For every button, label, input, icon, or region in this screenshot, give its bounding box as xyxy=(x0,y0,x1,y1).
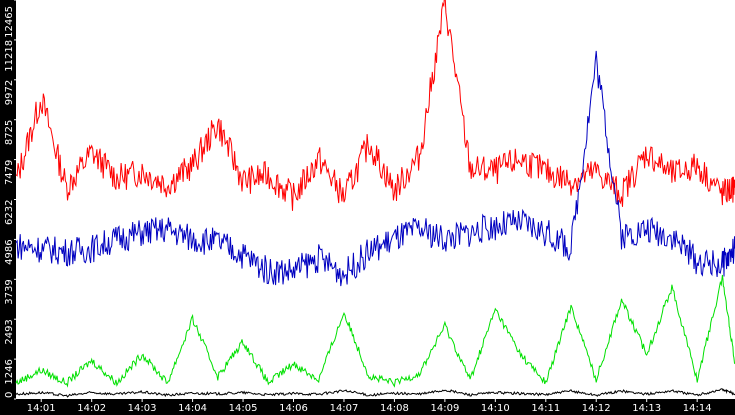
x-tick-label: 14:06 xyxy=(279,403,308,414)
y-tick-label: 3739 xyxy=(4,279,15,304)
y-tick-label: 8725 xyxy=(4,120,15,145)
x-tick-label: 14:14 xyxy=(683,403,712,414)
y-tick-label: 9972 xyxy=(4,80,15,105)
y-tick-label: 6232 xyxy=(4,200,15,225)
y-axis-ticks: 0 1246 2493 3739 4986 6232 7479 8725 9972 11218 12… xyxy=(4,0,16,400)
y-tick-label: 0 xyxy=(4,392,15,398)
series-line-2 xyxy=(15,50,735,287)
series-line-4 xyxy=(15,388,735,398)
y-axis-band xyxy=(0,0,16,415)
series-line-3 xyxy=(15,274,735,388)
x-tick-label: 14:11 xyxy=(531,403,560,414)
y-tick-label: 11218 xyxy=(4,40,15,72)
x-tick-label: 14:02 xyxy=(77,403,106,414)
y-tick-label: 1246 xyxy=(4,359,15,384)
x-tick-label: 14:08 xyxy=(380,403,409,414)
x-tick-label: 14:09 xyxy=(430,403,459,414)
x-tick-label: 14:13 xyxy=(632,403,661,414)
x-tick-label: 14:03 xyxy=(128,403,157,414)
x-tick-label: 14:01 xyxy=(27,403,56,414)
y-tick-label: 4986 xyxy=(4,239,15,264)
x-axis-ticks: 14:01 14:02 14:03 14:04 14:05 14:06 14:07 14:08… xyxy=(27,399,712,414)
y-tick-label: 12465 xyxy=(4,6,15,38)
x-tick-label: 14:05 xyxy=(229,403,258,414)
series-line-1 xyxy=(15,0,735,211)
y-tick-label: 2493 xyxy=(4,319,15,344)
x-tick-label: 14:04 xyxy=(178,403,207,414)
x-axis-band xyxy=(0,400,735,415)
series-layer xyxy=(15,0,735,398)
x-tick-label: 14:10 xyxy=(481,403,510,414)
x-tick-label: 14:12 xyxy=(582,403,611,414)
y-tick-label: 7479 xyxy=(4,160,15,185)
x-tick-label: 14:07 xyxy=(330,403,359,414)
